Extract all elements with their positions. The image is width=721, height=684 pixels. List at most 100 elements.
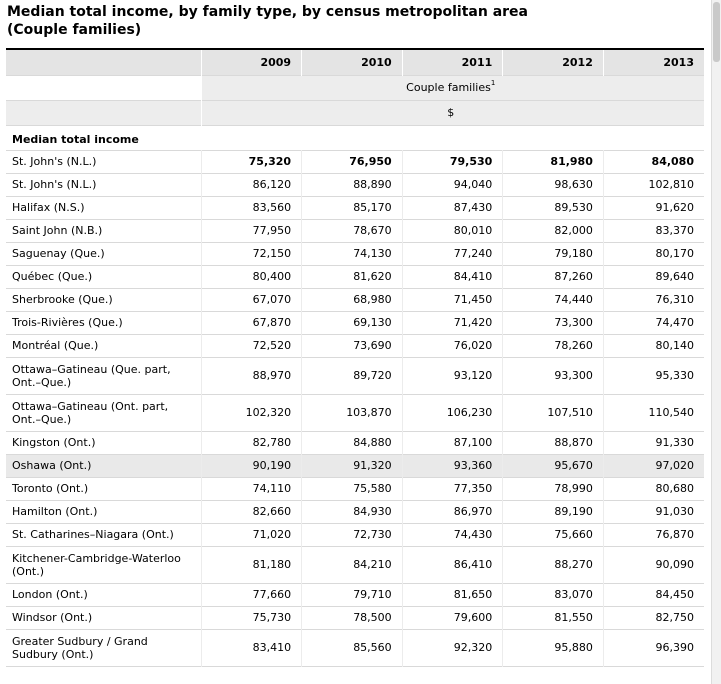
cell-value: 110,540 xyxy=(602,394,704,431)
income-table: 2009 2010 2011 2012 2013 Couple families… xyxy=(6,48,704,667)
family-type-header: Couple families1 xyxy=(200,75,704,100)
cell-value: 94,040 xyxy=(401,173,503,196)
cell-value: 97,020 xyxy=(602,454,704,477)
cell-value: 82,750 xyxy=(602,606,704,629)
cell-value: 80,680 xyxy=(602,477,704,500)
row-label: Windsor (Ont.) xyxy=(12,611,93,624)
table-row: Ottawa–Gatineau (Que. part, Ont.–Que.) 88… xyxy=(6,357,704,394)
table-row: Windsor (Ont.) 75,730 78,500 79,600 81,550 82… xyxy=(6,606,704,629)
cell-value: 75,660 xyxy=(502,523,604,546)
row-label: Montréal (Que.) xyxy=(12,339,99,352)
table-row: Greater Sudbury / Grand Sudbury (Ont.) 83… xyxy=(6,629,704,666)
family-type-label: Couple families xyxy=(406,81,491,94)
cell-value: 71,020 xyxy=(200,523,302,546)
cell-value: 84,210 xyxy=(301,546,403,583)
cell-value: 69,130 xyxy=(301,311,403,334)
row-label: St. John's (N.L.) xyxy=(12,155,97,168)
cell-value: 102,320 xyxy=(200,394,302,431)
year-header: 2010 xyxy=(301,49,403,75)
row-label: St. Catharines–Niagara (Ont.) xyxy=(12,528,174,541)
table-row: Toronto (Ont.) 74,110 75,580 77,350 78,990 80… xyxy=(6,477,704,500)
year-header: 2012 xyxy=(502,49,604,75)
table-row: Québec (Que.) 80,400 81,620 84,410 87,260 89,… xyxy=(6,265,704,288)
cell-value: 89,640 xyxy=(602,265,704,288)
row-label: Saguenay (Que.) xyxy=(12,247,105,260)
section-label: Median total income xyxy=(12,133,139,146)
table-row: London (Ont.) 77,660 79,710 81,650 83,070 84,… xyxy=(6,583,704,606)
cell-value: 91,330 xyxy=(602,431,704,454)
cell-value: 79,530 xyxy=(401,150,503,173)
cell-value: 95,670 xyxy=(502,454,604,477)
footnote-marker[interactable]: 1 xyxy=(490,79,496,87)
cell-value: 75,320 xyxy=(200,150,302,173)
table-row: Hamilton (Ont.) 82,660 84,930 86,970 89,190 9… xyxy=(6,500,704,523)
cell-value: 76,310 xyxy=(602,288,704,311)
cell-value: 72,150 xyxy=(200,242,302,265)
cell-value: 74,110 xyxy=(200,477,302,500)
cell-value: 84,450 xyxy=(602,583,704,606)
cell-value: 88,870 xyxy=(502,431,604,454)
unit-header-row: $ xyxy=(6,100,704,125)
table-row: Saint John (N.B.) 77,950 78,670 80,010 82,00… xyxy=(6,219,704,242)
cell-value: 77,350 xyxy=(401,477,503,500)
stub-header xyxy=(6,49,201,75)
cell-value: 95,880 xyxy=(502,629,604,666)
unit-header: $ xyxy=(200,100,704,125)
row-label: Québec (Que.) xyxy=(12,270,93,283)
cell-value: 93,300 xyxy=(502,357,604,394)
row-label: Kingston (Ont.) xyxy=(12,436,96,449)
table-row: Saguenay (Que.) 72,150 74,130 77,240 79,180 8… xyxy=(6,242,704,265)
cell-value: 72,520 xyxy=(200,334,302,357)
cell-value: 91,620 xyxy=(602,196,704,219)
cell-value: 76,870 xyxy=(602,523,704,546)
cell-value: 102,810 xyxy=(602,173,704,196)
cell-value: 78,670 xyxy=(301,219,403,242)
cell-value: 85,170 xyxy=(301,196,403,219)
cell-value: 74,430 xyxy=(401,523,503,546)
cell-value: 83,560 xyxy=(200,196,302,219)
row-label: Toronto (Ont.) xyxy=(12,482,89,495)
cell-value: 89,190 xyxy=(502,500,604,523)
cell-value: 84,410 xyxy=(401,265,503,288)
table-caption: Median total income, by family type, by … xyxy=(7,3,567,39)
cell-value: 106,230 xyxy=(401,394,503,431)
row-label: Kitchener-Cambridge-Waterloo (Ont.) xyxy=(12,551,181,578)
cell-value: 74,470 xyxy=(602,311,704,334)
cell-value: 93,120 xyxy=(401,357,503,394)
cell-value: 84,080 xyxy=(602,150,704,173)
cell-value: 73,300 xyxy=(502,311,604,334)
cell-value: 77,660 xyxy=(200,583,302,606)
cell-value: 86,120 xyxy=(200,173,302,196)
row-label: London (Ont.) xyxy=(12,588,88,601)
cell-value: 88,890 xyxy=(301,173,403,196)
cell-value: 67,070 xyxy=(200,288,302,311)
row-label: Ottawa–Gatineau (Que. part, Ont.–Que.) xyxy=(12,362,171,389)
cell-value: 96,390 xyxy=(602,629,704,666)
vertical-scrollbar[interactable] xyxy=(711,0,721,684)
row-label: Oshawa (Ont.) xyxy=(6,454,201,477)
caption-title: Median total income, by family type, by … xyxy=(7,4,528,20)
cell-value: 83,410 xyxy=(200,629,302,666)
cell-value: 67,870 xyxy=(200,311,302,334)
cell-value: 87,260 xyxy=(502,265,604,288)
cell-value: 79,180 xyxy=(502,242,604,265)
table-row: Kingston (Ont.) 82,780 84,880 87,100 88,870 9… xyxy=(6,431,704,454)
table-row: Ottawa–Gatineau (Ont. part, Ont.–Que.) 10… xyxy=(6,394,704,431)
cell-value: 77,950 xyxy=(200,219,302,242)
cell-value: 86,970 xyxy=(401,500,503,523)
cell-value: 103,870 xyxy=(301,394,403,431)
cell-value: 83,370 xyxy=(602,219,704,242)
cell-value: 76,020 xyxy=(401,334,503,357)
cell-value: 82,660 xyxy=(200,500,302,523)
cell-value: 107,510 xyxy=(502,394,604,431)
year-header: 2009 xyxy=(200,49,302,75)
cell-value: 87,100 xyxy=(401,431,503,454)
cell-value: 90,190 xyxy=(200,454,302,477)
cell-value: 78,500 xyxy=(301,606,403,629)
cell-value: 71,420 xyxy=(401,311,503,334)
cell-value: 84,930 xyxy=(301,500,403,523)
cell-value: 82,780 xyxy=(200,431,302,454)
cell-value: 81,620 xyxy=(301,265,403,288)
scrollbar-thumb[interactable] xyxy=(713,2,720,62)
row-label: Sherbrooke (Que.) xyxy=(12,293,113,306)
